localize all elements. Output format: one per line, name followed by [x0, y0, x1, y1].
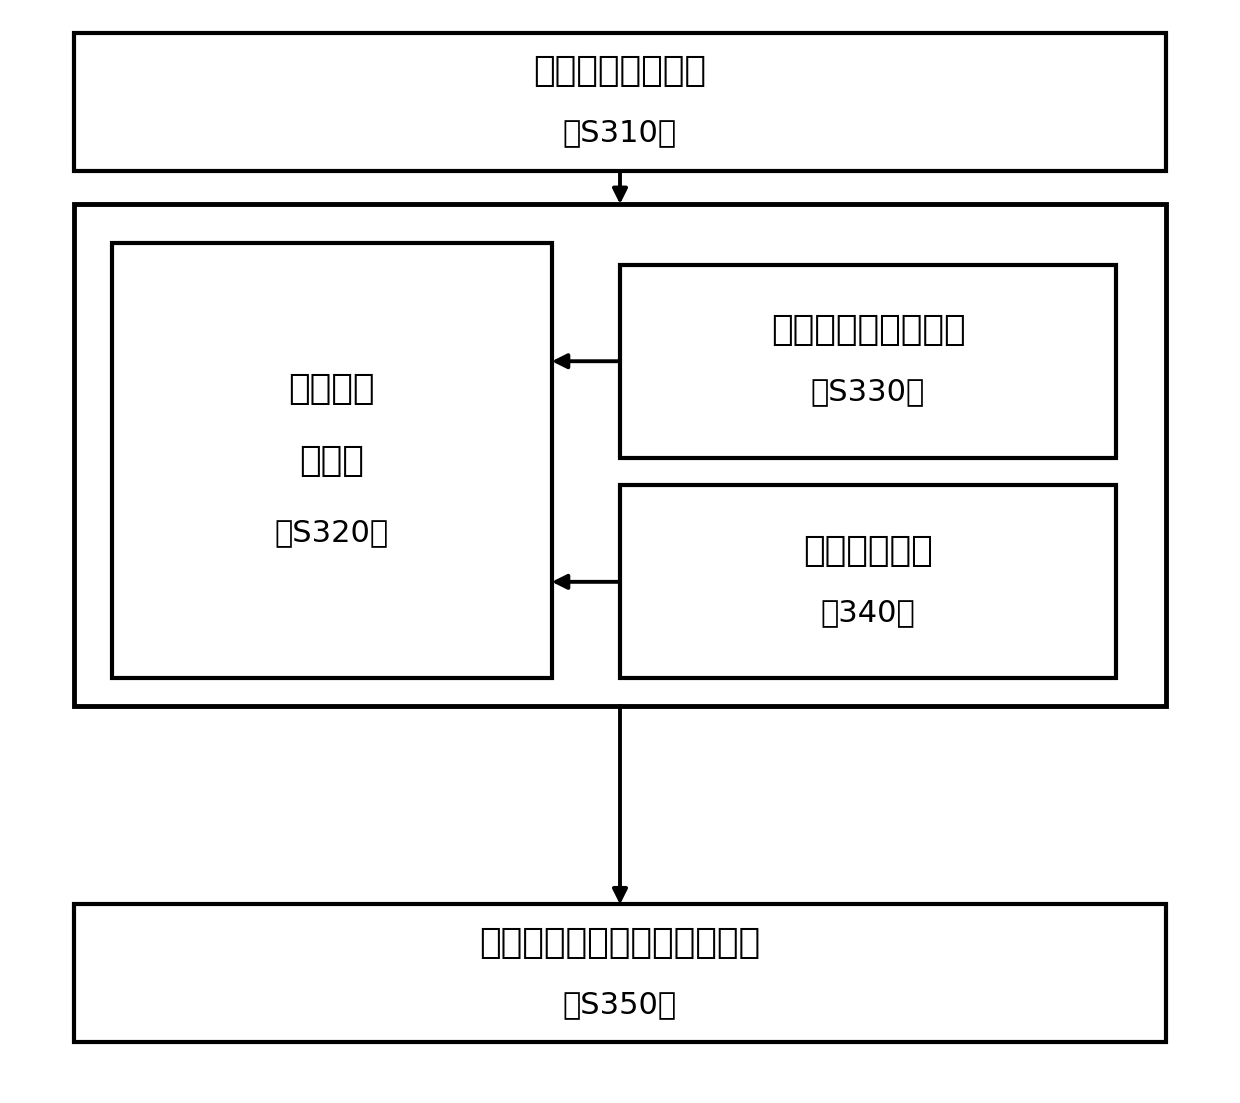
Text: 输入车辆信息客体: 输入车辆信息客体	[533, 54, 707, 88]
Text: （S320）: （S320）	[274, 517, 389, 547]
Text: 车辆图: 车辆图	[299, 443, 365, 478]
Bar	[74, 204, 1166, 706]
Text: （340）: （340）	[821, 598, 915, 628]
Bar	[620, 485, 1116, 678]
Text: （S350）: （S350）	[563, 989, 677, 1019]
Text: （S330）: （S330）	[811, 377, 925, 407]
Bar	[74, 33, 1166, 171]
Bar	[74, 904, 1166, 1042]
Text: 向图像显示部传递车辆图客体: 向图像显示部传递车辆图客体	[480, 925, 760, 960]
Bar	[112, 243, 552, 678]
Text: （S310）: （S310）	[563, 118, 677, 148]
Bar	[620, 265, 1116, 458]
Text: 生成前方: 生成前方	[289, 372, 374, 406]
Text: 判断制动种类: 判断制动种类	[804, 534, 932, 568]
Text: 验证制动状态有效性: 验证制动状态有效性	[771, 313, 965, 347]
